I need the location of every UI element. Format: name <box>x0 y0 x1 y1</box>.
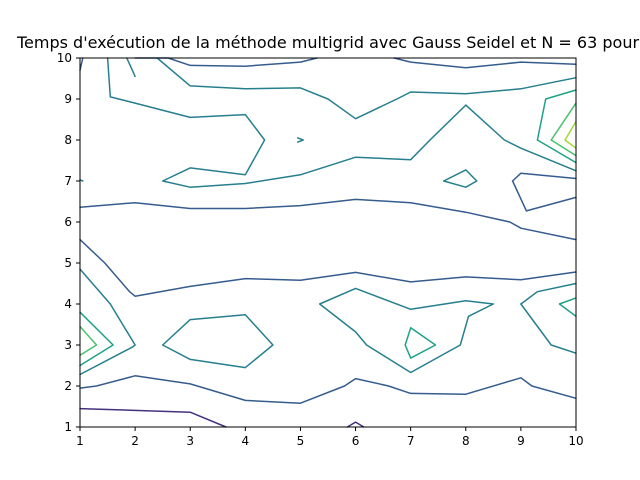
contour-level-2-segment-5 <box>511 180 577 212</box>
x-tick-label: 7 <box>407 434 415 448</box>
contour-level-5-segment-1 <box>79 325 98 357</box>
contour-level-4-segment-3 <box>558 297 577 305</box>
y-tick-label: 7 <box>64 174 72 188</box>
y-tick-label: 2 <box>64 379 72 393</box>
x-tick-label: 3 <box>186 434 194 448</box>
contour-level-2-segment-2 <box>79 238 577 297</box>
x-tick-label: 4 <box>242 434 250 448</box>
contour-level-1-segment-1 <box>79 407 227 428</box>
contour-level-4-segment-1 <box>79 311 114 367</box>
contour-level-2-segment-8 <box>393 57 577 69</box>
y-tick-label: 9 <box>64 92 72 106</box>
y-axis: 1 2 3 4 5 6 7 8 9 10 <box>57 51 80 434</box>
contour-level-4-segment-4 <box>558 303 577 318</box>
contour-level-3-segment-10 <box>520 282 577 305</box>
contour-level-6-segment-1 <box>564 120 577 141</box>
contour-level-3-segment-7 <box>296 137 304 143</box>
x-tick-label: 2 <box>131 434 139 448</box>
x-tick-label: 1 <box>76 434 84 448</box>
contour-level-2-segment-4 <box>511 172 577 182</box>
x-tick-label: 9 <box>517 434 525 448</box>
contour-level-2-segment-3 <box>79 198 577 241</box>
contour-level-3-segment-2 <box>161 313 274 369</box>
contour-level-5-segment-3 <box>550 139 577 157</box>
x-tick-label: 6 <box>352 434 360 448</box>
contour-level-1-segment-2 <box>346 421 365 428</box>
chart-title: Temps d'exécution de la méthode multigri… <box>16 33 639 52</box>
contour-lines <box>79 57 577 428</box>
x-axis: 1 2 3 4 5 6 7 8 9 10 <box>76 427 584 448</box>
contour-level-4-segment-6 <box>536 139 577 164</box>
contour-level-5-segment-2 <box>550 102 577 141</box>
y-tick-label: 8 <box>64 133 72 147</box>
x-tick-label: 10 <box>568 434 583 448</box>
contour-level-3-segment-6 <box>156 57 577 120</box>
y-tick-label: 6 <box>64 215 72 229</box>
contour-level-6-segment-2 <box>564 139 577 149</box>
y-tick-label: 3 <box>64 338 72 352</box>
contour-level-3-segment-5 <box>126 57 136 78</box>
x-tick-label: 5 <box>297 434 305 448</box>
contour-level-3-segment-8 <box>442 169 478 188</box>
y-tick-label: 10 <box>57 51 72 65</box>
contour-level-4-segment-2 <box>404 327 437 359</box>
y-tick-label: 4 <box>64 297 72 311</box>
y-tick-label: 5 <box>64 256 72 270</box>
contour-level-3-segment-11 <box>520 303 577 354</box>
contour-level-3-segment-1 <box>79 268 136 376</box>
contour-level-3-segment-4 <box>106 57 577 188</box>
y-tick-label: 1 <box>64 420 72 434</box>
contour-level-3-segment-3 <box>318 287 495 374</box>
contour-level-2-segment-1 <box>79 375 577 404</box>
plot-frame <box>79 57 577 428</box>
contour-level-4-segment-5 <box>536 89 577 141</box>
x-tick-label: 8 <box>462 434 470 448</box>
